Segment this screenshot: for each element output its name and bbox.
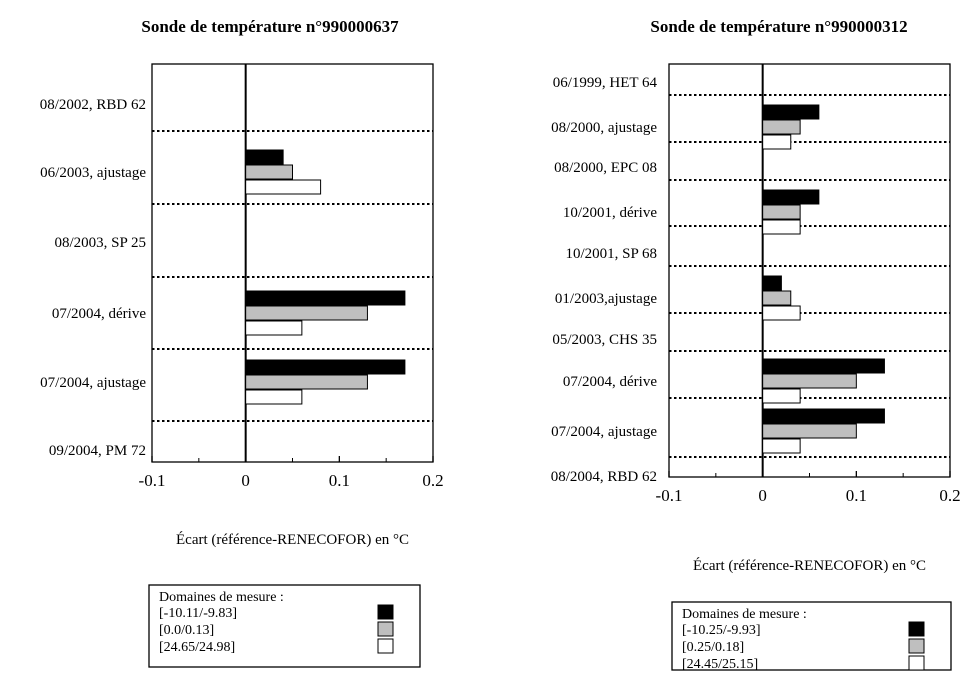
chart-panel-1: Sonde de température n°990000637 08/2002,… xyxy=(40,17,444,668)
legend-title: Domaines de mesure : xyxy=(682,607,807,622)
x-axis-label: Écart (référence-RENECOFOR) en °C xyxy=(693,557,926,574)
legend-entry-label: [24.65/24.98] xyxy=(159,640,235,655)
bar-1 xyxy=(245,290,406,306)
row-label: 08/2004, RBD 62 xyxy=(551,469,657,485)
legend-swatch xyxy=(377,621,394,637)
row-label: 10/2001, SP 68 xyxy=(565,246,657,262)
row-label: 08/2000, EPC 08 xyxy=(554,160,657,176)
bar-1 xyxy=(762,358,885,374)
row-label: 08/2002, RBD 62 xyxy=(40,97,146,113)
legend-swatch xyxy=(908,655,925,671)
bar-3 xyxy=(245,320,303,336)
row-label: 06/2003, ajustage xyxy=(40,165,146,181)
bar-3 xyxy=(762,388,801,404)
row-label: 08/2000, ajustage xyxy=(551,120,657,136)
bar-2 xyxy=(245,305,368,321)
bar-1 xyxy=(762,104,820,120)
legend-box xyxy=(671,601,952,671)
row-label: 10/2001, dérive xyxy=(563,205,657,221)
x-tick-label: -0.1 xyxy=(139,471,166,490)
x-tick-label: -0.1 xyxy=(656,486,683,505)
legend: Domaines de mesure :[-10.11/-9.83] [0.0/0… xyxy=(148,584,421,668)
row-label: 07/2004, dérive xyxy=(563,374,657,390)
bar-3 xyxy=(245,389,303,405)
bar-3 xyxy=(245,179,322,195)
x-tick-label: 0 xyxy=(241,471,250,490)
legend-box xyxy=(148,584,421,668)
bar-2 xyxy=(762,373,857,389)
bar-1 xyxy=(762,189,820,205)
row-label: 07/2004, dérive xyxy=(52,306,146,322)
x-axis-label: Écart (référence-RENECOFOR) en °C xyxy=(176,531,409,548)
bar-1 xyxy=(762,275,782,291)
legend-entry-label: [-10.25/-9.93] xyxy=(682,623,761,638)
row-label: 01/2003,ajustage xyxy=(555,291,657,307)
bar-1 xyxy=(245,149,284,165)
legend-entry-label: [0.0/0.13] xyxy=(159,623,214,638)
bar-3 xyxy=(762,219,801,235)
chart-title: Sonde de température n°990000312 xyxy=(650,17,907,36)
legend-swatch xyxy=(377,604,394,620)
chart-panel-2: Sonde de température n°990000312 06/1999,… xyxy=(551,17,961,672)
bar-3 xyxy=(762,134,792,150)
row-label: 09/2004, PM 72 xyxy=(49,443,146,459)
x-tick-label: 0.2 xyxy=(422,471,443,490)
bar-1 xyxy=(245,359,406,375)
legend-entry-label: [24.45/25.15] xyxy=(682,657,758,672)
x-tick-label: 0 xyxy=(758,486,767,505)
legend-swatch xyxy=(908,638,925,654)
legend-title: Domaines de mesure : xyxy=(159,590,284,605)
row-label: 05/2003, CHS 35 xyxy=(552,332,657,348)
row-label: 07/2004, ajustage xyxy=(551,424,657,440)
legend: Domaines de mesure :[-10.25/-9.93] [0.25/… xyxy=(671,601,952,672)
legend-swatch xyxy=(377,638,394,654)
bar-2 xyxy=(762,119,801,135)
bar-2 xyxy=(245,164,294,180)
row-label: 06/1999, HET 64 xyxy=(553,75,658,91)
row-label: 07/2004, ajustage xyxy=(40,375,146,391)
x-tick-label: 0.1 xyxy=(846,486,867,505)
legend-swatch xyxy=(908,621,925,637)
bar-3 xyxy=(762,305,801,321)
bar-2 xyxy=(762,204,801,220)
legend-entry-label: [-10.11/-9.83] xyxy=(159,606,237,621)
bar-2 xyxy=(762,290,792,306)
chart-title: Sonde de température n°990000637 xyxy=(141,17,399,36)
x-tick-label: 0.2 xyxy=(939,486,960,505)
bar-1 xyxy=(762,408,885,424)
bar-2 xyxy=(762,423,857,439)
bar-2 xyxy=(245,374,368,390)
legend-entry-label: [0.25/0.18] xyxy=(682,640,744,655)
bar-3 xyxy=(762,438,801,454)
row-label: 08/2003, SP 25 xyxy=(54,235,146,251)
x-tick-label: 0.1 xyxy=(329,471,350,490)
